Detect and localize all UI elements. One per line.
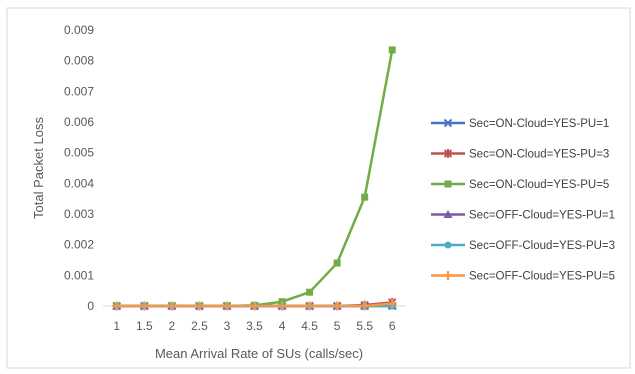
legend-item: Sec=OFF-Cloud=YES-PU=5: [431, 271, 615, 283]
data-point: [139, 301, 149, 311]
series-line: [116, 49, 394, 308]
data-point: [277, 301, 287, 311]
data-point: [306, 288, 314, 296]
data-point: [332, 301, 342, 311]
y-tick-label: 0: [87, 299, 94, 313]
data-point: [222, 301, 232, 311]
data-point: [112, 301, 122, 311]
x-tick-label: 2.5: [191, 319, 208, 333]
y-tick-label: 0.005: [64, 146, 94, 160]
y-tick-label: 0.004: [64, 176, 94, 190]
data-point: [388, 46, 396, 54]
x-tick-label: 6: [389, 319, 396, 333]
x-tick-label: 2: [169, 319, 176, 333]
data-point: [360, 301, 370, 311]
legend-marker: [444, 180, 452, 188]
legend-marker: [444, 241, 452, 249]
legend-label: Sec=ON-Cloud=YES-PU=5: [469, 179, 609, 191]
legend-item: Sec=OFF-Cloud=YES-PU=3: [431, 240, 615, 252]
y-tick-label: 0.007: [64, 84, 94, 98]
x-tick-label: 3.5: [246, 319, 263, 333]
data-point: [361, 193, 369, 201]
data-point: [305, 301, 315, 311]
legend-item: Sec=ON-Cloud=YES-PU=1: [431, 118, 609, 130]
legend-label: Sec=OFF-Cloud=YES-PU=3: [469, 240, 615, 252]
y-tick-label: 0.001: [64, 268, 94, 282]
data-point: [167, 301, 177, 311]
legend-label: Sec=ON-Cloud=YES-PU=3: [469, 149, 609, 161]
x-tick-label: 3: [224, 319, 231, 333]
data-point: [250, 301, 259, 311]
x-tick-label: 1.5: [136, 319, 153, 333]
legend-marker: [443, 271, 453, 280]
legend-marker: [443, 118, 453, 128]
data-point: [194, 301, 204, 311]
y-tick-label: 0.008: [64, 54, 94, 68]
x-tick-label: 5: [334, 319, 341, 333]
x-tick-label: 1: [113, 319, 120, 333]
legend-marker: [443, 210, 453, 218]
data-point: [333, 259, 341, 267]
x-tick-label: 4.5: [301, 319, 318, 333]
legend-item: Sec=OFF-Cloud=YES-PU=1: [431, 210, 615, 222]
y-axis-title: Total Packet Loss: [31, 117, 46, 219]
legend-label: Sec=OFF-Cloud=YES-PU=5: [469, 271, 615, 283]
x-tick-label: 5.5: [356, 319, 373, 333]
x-tick-label: 4: [279, 319, 286, 333]
x-tick-labels: 1 1.5 2 2.5 3 3.5 4 4.5 5 5.5 6: [113, 319, 395, 333]
y-tick-label: 0.002: [64, 238, 94, 252]
legend-label: Sec=ON-Cloud=YES-PU=1: [469, 118, 609, 130]
legend-item: Sec=ON-Cloud=YES-PU=5: [431, 179, 609, 191]
data-point: [387, 299, 397, 309]
legend: Sec=ON-Cloud=YES-PU=1 Sec=ON-Cloud=YES-PU…: [431, 118, 615, 283]
y-tick-label: 0.003: [64, 207, 94, 221]
y-tick-labels: 0 0.001 0.002 0.003 0.004 0.005 0.006 0.007 0.00…: [64, 23, 94, 313]
legend-label: Sec=OFF-Cloud=YES-PU=1: [469, 210, 615, 222]
legend-item: Sec=ON-Cloud=YES-PU=3: [431, 149, 609, 161]
y-tick-label: 0.006: [64, 115, 94, 129]
chart-border: [6, 7, 631, 369]
series-3: [113, 46, 396, 310]
x-axis-title: Mean Arrival Rate of SUs (calls/sec): [155, 346, 363, 361]
y-tick-label: 0.009: [64, 23, 94, 37]
series-layer: [112, 46, 397, 311]
series-6: [112, 299, 397, 311]
legend-marker: [443, 149, 453, 158]
